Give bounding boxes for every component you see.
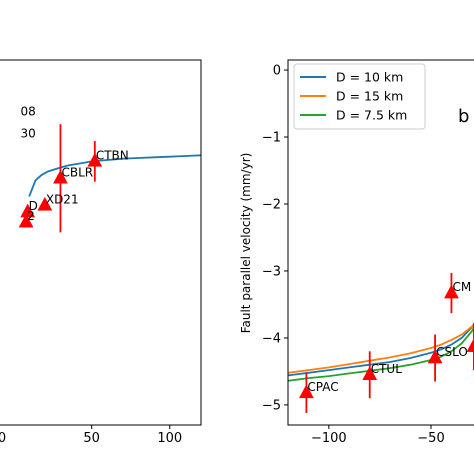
left-x-tick-label-0: 50 bbox=[83, 431, 100, 446]
right-y-ticks: 0 −1 −2 −3 −4 −5 bbox=[262, 64, 288, 413]
legend-label-0: D = 10 km bbox=[336, 70, 403, 85]
right-station-label-3: CM bbox=[452, 280, 471, 294]
right-series-line-0 bbox=[288, 322, 474, 377]
right-y-axis-title: Fault parallel velocity (mm/yr) bbox=[239, 153, 253, 334]
right-station-marker-3 bbox=[444, 284, 459, 299]
left-station-label-3: D bbox=[29, 199, 38, 213]
right-x-tick-label-0: −100 bbox=[311, 431, 347, 446]
left-x-ticks: 50 100 0 bbox=[0, 425, 182, 446]
right-station-marker-1 bbox=[362, 366, 378, 381]
right-x-tick-label-1: −50 bbox=[417, 431, 444, 446]
left-station-marker-2 bbox=[37, 196, 53, 211]
right-station-labels: CPAC CTUL CSLO CM bbox=[307, 280, 471, 394]
left-x-tick-label-partial-0: 0 bbox=[0, 431, 6, 446]
right-series-line-2 bbox=[288, 325, 474, 382]
right-panel: CPAC CTUL CSLO CM −100 −50 0 −1 −2 −3 −4 −5 Fault… bbox=[239, 59, 474, 446]
right-series-line-1 bbox=[288, 322, 474, 374]
legend-label-1: D = 15 km bbox=[336, 89, 403, 104]
left-station-label-1: CBLR bbox=[61, 165, 93, 179]
left-station-label-4: 2 bbox=[27, 209, 35, 223]
left-x-tick-label-1: 100 bbox=[157, 431, 182, 446]
left-station-marker-1 bbox=[53, 169, 68, 184]
left-series-lines bbox=[28, 154, 201, 197]
left-partial-label-1: 30 bbox=[21, 127, 36, 141]
left-partial-label-0: 08 bbox=[21, 104, 36, 118]
right-y-tick-label-0: 0 bbox=[273, 64, 281, 79]
left-markers bbox=[18, 152, 103, 228]
right-y-tick-label-4: −4 bbox=[262, 331, 281, 346]
left-axes-frame bbox=[0, 59, 202, 426]
left-station-label-2: XD21 bbox=[46, 192, 79, 206]
right-series-lines bbox=[288, 322, 474, 382]
right-y-tick-label-3: −3 bbox=[262, 264, 281, 279]
legend-label-2: D = 7.5 km bbox=[336, 108, 407, 123]
right-station-label-0: CPAC bbox=[307, 380, 338, 394]
right-y-tick-label-5: −5 bbox=[262, 398, 281, 413]
right-axes-frame bbox=[287, 59, 474, 426]
right-markers bbox=[298, 284, 474, 399]
right-x-ticks: −100 −50 bbox=[311, 425, 445, 446]
left-station-marker-0 bbox=[87, 152, 103, 167]
right-station-marker-4 bbox=[466, 338, 474, 352]
right-station-label-1: CTUL bbox=[371, 362, 402, 376]
right-station-label-2: CSLO bbox=[436, 345, 468, 359]
legend-box bbox=[293, 63, 426, 130]
left-station-marker-4 bbox=[18, 213, 34, 228]
left-series-line-0 bbox=[28, 154, 201, 197]
right-station-marker-2 bbox=[427, 349, 443, 364]
right-plot-area: CPAC CTUL CSLO CM bbox=[288, 272, 474, 413]
right-y-tick-label-1: −1 bbox=[262, 131, 281, 146]
left-station-label-0: CTBN bbox=[96, 148, 129, 162]
right-station-marker-0 bbox=[298, 384, 314, 399]
right-y-tick-label-2: −2 bbox=[262, 197, 281, 212]
legend: D = 10 km D = 15 km D = 7.5 km bbox=[293, 63, 426, 130]
legend-entries: D = 10 km D = 15 km D = 7.5 km bbox=[300, 70, 407, 123]
panel-letter: b bbox=[458, 106, 469, 127]
